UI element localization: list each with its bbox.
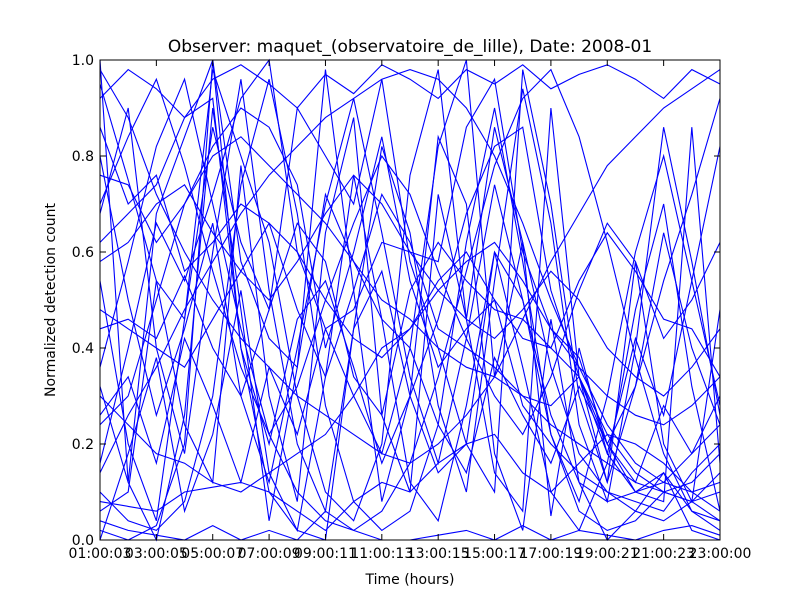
series-line-16 <box>99 68 721 532</box>
x-tick-label: 03:00:05 <box>125 546 188 562</box>
chart-title: Observer: maquet_(observatoire_de_lille)… <box>168 37 652 57</box>
x-tick-label: 23:00:00 <box>689 546 752 562</box>
plot-frame <box>99 59 721 541</box>
series-line-21 <box>99 64 721 119</box>
x-tick-label: 07:00:09 <box>238 546 301 562</box>
x-tick-label: 19:00:21 <box>576 546 639 562</box>
series-line-26 <box>99 69 721 542</box>
y-tick-label: 1.0 <box>72 53 94 69</box>
series-line-8 <box>99 222 721 417</box>
series-line-23 <box>99 98 721 504</box>
x-tick-label: 13:00:15 <box>407 546 470 562</box>
series-line-2 <box>99 107 721 512</box>
series-line-20 <box>99 175 721 541</box>
x-tick-label: 17:00:19 <box>519 546 582 562</box>
x-axis-label: Time (hours) <box>365 572 455 588</box>
series-line-19 <box>99 222 721 426</box>
y-tick-label: 0.4 <box>72 341 94 357</box>
series-line-24 <box>99 79 721 532</box>
x-tick-label: 15:00:17 <box>463 546 526 562</box>
series-line-27 <box>99 77 721 436</box>
series-line-12 <box>99 136 721 503</box>
series-line-17 <box>99 107 721 513</box>
y-tick-label: 0.0 <box>72 533 94 549</box>
series-line-9 <box>99 98 721 446</box>
x-tick-label: 21:00:23 <box>632 546 695 562</box>
series-line-18 <box>99 79 721 514</box>
series-line-22 <box>99 327 721 485</box>
x-tick-label: 11:00:13 <box>350 546 413 562</box>
series-group <box>99 58 721 542</box>
y-tick-label: 0.6 <box>72 245 94 261</box>
x-axis-ticks: 01:00:0303:00:0505:00:0707:00:0909:00:11… <box>69 60 752 562</box>
plot-area <box>99 58 721 542</box>
x-tick-label: 01:00:03 <box>69 546 132 562</box>
x-tick-label: 05:00:07 <box>181 546 244 562</box>
series-line-14 <box>99 69 721 493</box>
y-axis-label: Normalized detection count <box>43 203 59 397</box>
y-axis-ticks: 0.0 0.2 0.4 0.6 0.8 1.0 <box>72 53 720 549</box>
y-tick-label: 0.8 <box>72 149 94 165</box>
x-tick-label: 09:00:11 <box>294 546 357 562</box>
y-tick-label: 0.2 <box>72 437 94 453</box>
series-line-25 <box>99 174 721 397</box>
